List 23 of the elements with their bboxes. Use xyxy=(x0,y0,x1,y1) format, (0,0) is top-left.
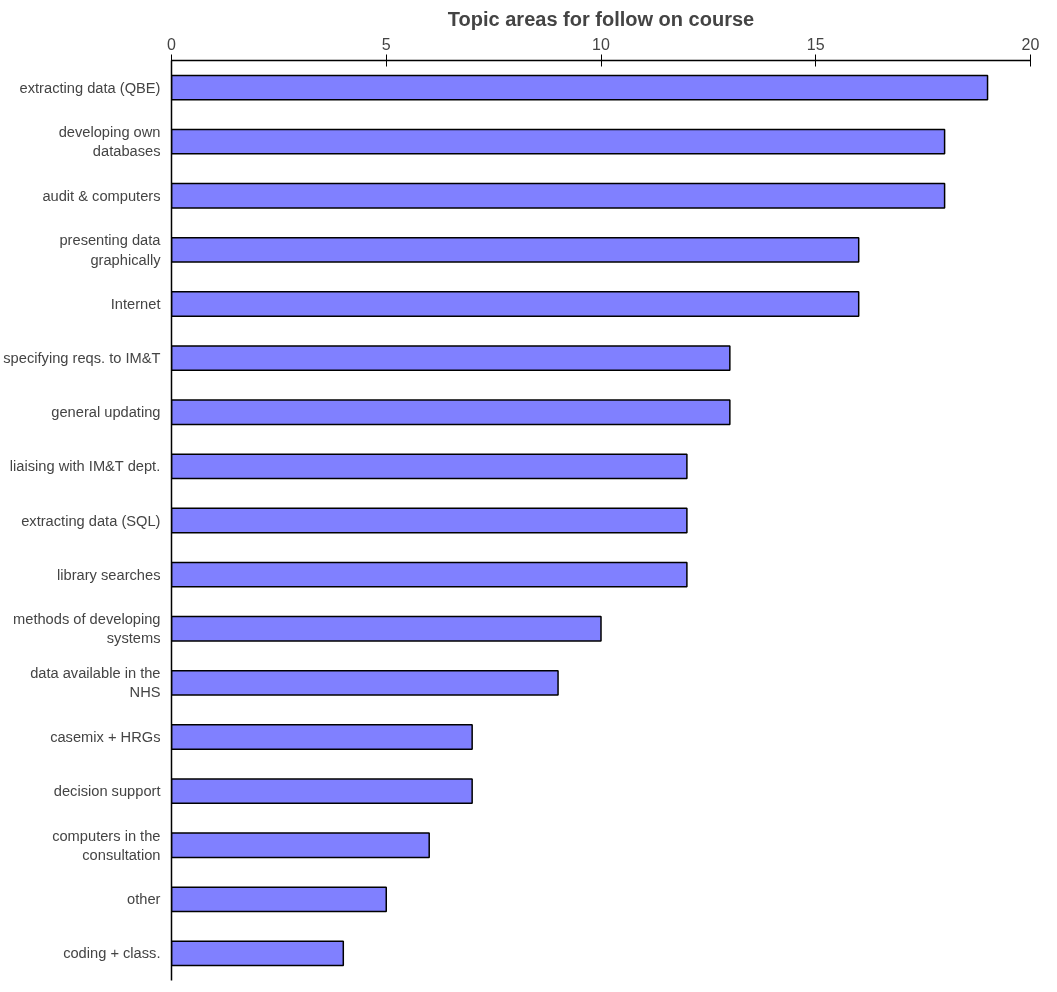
y-tick-label: data available in the NHS xyxy=(30,665,161,701)
y-tick-label: specifying reqs. to IM&T xyxy=(3,350,161,367)
y-tick-label: other xyxy=(127,891,161,908)
x-tick-label: 15 xyxy=(806,35,825,53)
y-tick-label: extracting data (QBE) xyxy=(19,79,161,96)
y-tick-label: methods of developing systems xyxy=(13,611,161,647)
y-tick-label: coding + class. xyxy=(63,945,161,962)
x-tick-label: 20 xyxy=(1021,35,1040,53)
y-tick-label: decision support xyxy=(53,783,161,800)
y-tick-label: library searches xyxy=(57,566,161,583)
chart-title: Topic areas for follow on course xyxy=(447,7,755,30)
y-tick-label: developing own databases xyxy=(58,124,161,160)
y-tick-label: Internet xyxy=(110,296,161,313)
x-tick-label: 10 xyxy=(592,35,610,53)
y-tick-label: general updating xyxy=(51,404,161,421)
x-tick-label: 5 xyxy=(381,35,391,53)
x-tick-label: 0 xyxy=(167,35,177,53)
y-tick-label: casemix + HRGs xyxy=(50,728,161,745)
y-tick-label: computers in the consultation xyxy=(52,827,161,863)
y-tick-label: audit & computers xyxy=(42,187,161,204)
y-tick-label: extracting data (SQL) xyxy=(21,512,161,529)
y-tick-label: presenting data graphically xyxy=(59,232,162,268)
y-tick-label: liaising with IM&T dept. xyxy=(9,458,161,475)
